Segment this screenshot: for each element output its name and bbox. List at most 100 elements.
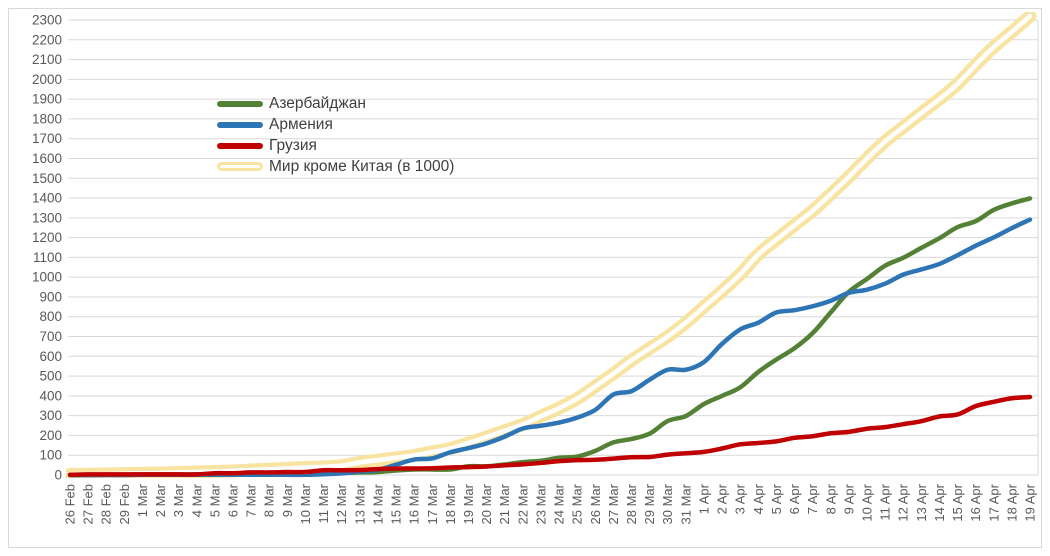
x-tick-label: 2 Mar	[153, 483, 168, 517]
x-tick-label: 19 Mar	[461, 483, 476, 524]
series-line-core	[67, 13, 1033, 477]
legend-swatch-armenia	[217, 121, 263, 128]
legend-item-georgia: Грузия	[217, 135, 454, 156]
y-tick-label: 1500	[32, 171, 62, 186]
legend-label-georgia: Грузия	[269, 136, 317, 154]
x-tick-label: 16 Mar	[407, 483, 422, 524]
y-tick-label: 2200	[32, 32, 62, 47]
x-tick-label: 13 Apr	[914, 483, 929, 521]
y-tick-label: 200	[39, 428, 62, 443]
y-tick-label: 2300	[32, 13, 62, 28]
x-tick-label: 14 Mar	[370, 483, 385, 524]
x-tick-label: 13 Mar	[352, 483, 367, 524]
x-tick-label: 3 Mar	[171, 483, 186, 517]
gridlines	[68, 19, 1039, 476]
x-tick-label: 4 Apr	[751, 483, 766, 514]
x-tick-label: 30 Mar	[660, 483, 675, 524]
x-tick-label: 17 Apr	[986, 483, 1001, 521]
y-tick-label: 1800	[32, 111, 62, 126]
x-tick-label: 16 Apr	[968, 483, 983, 521]
x-tick-label: 12 Mar	[334, 483, 349, 524]
x-tick-label: 5 Apr	[769, 483, 784, 514]
y-axis-labels: 0 100 200 300 400 500 600 700 800 900 1000 1100 1200…	[32, 13, 62, 483]
x-tick-label: 9 Apr	[841, 483, 856, 514]
x-tick-label: 15 Apr	[950, 483, 965, 521]
legend-swatch-georgia	[217, 142, 263, 149]
x-tick-label: 28 Feb	[99, 484, 114, 524]
series-line	[67, 394, 1033, 478]
legend-item-armenia: Армения	[217, 114, 454, 135]
x-tick-label: 19 Apr	[1023, 483, 1038, 521]
x-tick-label: 3 Apr	[733, 483, 748, 514]
x-tick-label: 7 Apr	[805, 483, 820, 514]
legend-item-world-ex-china: Мир кроме Китая (в 1000)	[217, 156, 454, 177]
y-tick-label: 1600	[32, 151, 62, 166]
y-tick-label: 1300	[32, 210, 62, 225]
legend-item-azerbaijan: Азербайджан	[217, 93, 454, 114]
legend: Азербайджан Армения Грузия Мир кроме Кит…	[217, 93, 454, 177]
x-tick-label: 18 Mar	[443, 483, 458, 524]
y-tick-label: 600	[39, 349, 62, 364]
y-tick-label: 800	[39, 309, 62, 324]
x-tick-label: 10 Mar	[298, 483, 313, 524]
y-tick-label: 1000	[32, 270, 62, 285]
y-tick-label: 400	[39, 388, 62, 403]
legend-swatch-world-ex-china	[217, 162, 263, 171]
x-tick-label: 27 Feb	[81, 484, 96, 524]
x-tick-label: 24 Mar	[552, 483, 567, 524]
x-axis-labels: 26 Feb 27 Feb 28 Feb 29 Feb 1 Mar 2 Mar 3 Mar 4…	[63, 483, 1038, 524]
series-line-outer	[66, 12, 1037, 478]
x-tick-label: 6 Apr	[787, 483, 802, 514]
x-tick-label: 11 Apr	[878, 483, 893, 520]
y-tick-label: 100	[39, 448, 62, 463]
x-tick-label: 29 Feb	[117, 484, 132, 524]
x-tick-label: 28 Mar	[624, 483, 639, 524]
y-tick-label: 700	[39, 329, 62, 344]
x-tick-label: 4 Mar	[189, 483, 204, 517]
y-tick-label: 900	[39, 289, 62, 304]
y-tick-label: 2000	[32, 72, 62, 87]
x-tick-label: 6 Mar	[226, 483, 241, 517]
x-tick-label: 29 Mar	[642, 483, 657, 524]
x-tick-label: 26 Feb	[63, 484, 78, 524]
y-tick-label: 0	[54, 468, 62, 483]
x-tick-label: 17 Mar	[425, 483, 440, 524]
x-tick-label: 22 Mar	[515, 483, 530, 524]
series-1	[67, 217, 1033, 478]
y-tick-label: 300	[39, 408, 62, 423]
y-tick-label: 1900	[32, 92, 62, 107]
legend-label-armenia: Армения	[269, 115, 333, 133]
x-tick-label: 12 Apr	[896, 483, 911, 521]
x-tick-label: 26 Mar	[588, 483, 603, 524]
x-tick-label: 18 Apr	[1004, 483, 1019, 521]
y-tick-label: 1400	[32, 191, 62, 206]
x-tick-label: 21 Mar	[497, 483, 512, 524]
series-line	[67, 217, 1033, 478]
x-tick-label: 9 Mar	[280, 483, 295, 517]
x-tick-label: 15 Mar	[389, 483, 404, 524]
series-3	[66, 12, 1037, 478]
x-tick-label: 27 Mar	[606, 483, 621, 524]
x-tick-label: 20 Mar	[479, 483, 494, 524]
x-tick-label: 1 Apr	[696, 483, 711, 514]
x-tick-label: 5 Mar	[207, 483, 222, 517]
x-tick-label: 31 Mar	[678, 483, 693, 524]
y-tick-label: 1700	[32, 131, 62, 146]
y-tick-label: 500	[39, 369, 62, 384]
legend-label-world-ex-china: Мир кроме Китая (в 1000)	[269, 157, 455, 175]
x-tick-label: 11 Mar	[316, 483, 331, 523]
x-tick-label: 8 Apr	[823, 483, 838, 514]
x-tick-label: 25 Mar	[570, 483, 585, 524]
legend-swatch-azerbaijan	[217, 100, 263, 107]
y-tick-label: 1200	[32, 230, 62, 245]
x-tick-label: 2 Apr	[715, 483, 730, 514]
x-tick-label: 1 Mar	[135, 483, 150, 517]
x-tick-label: 10 Apr	[859, 483, 874, 521]
y-tick-label: 1100	[33, 250, 62, 265]
series-2	[67, 394, 1033, 478]
x-tick-label: 23 Mar	[533, 483, 548, 524]
x-tick-label: 8 Mar	[262, 483, 277, 517]
x-tick-label: 14 Apr	[932, 483, 947, 521]
